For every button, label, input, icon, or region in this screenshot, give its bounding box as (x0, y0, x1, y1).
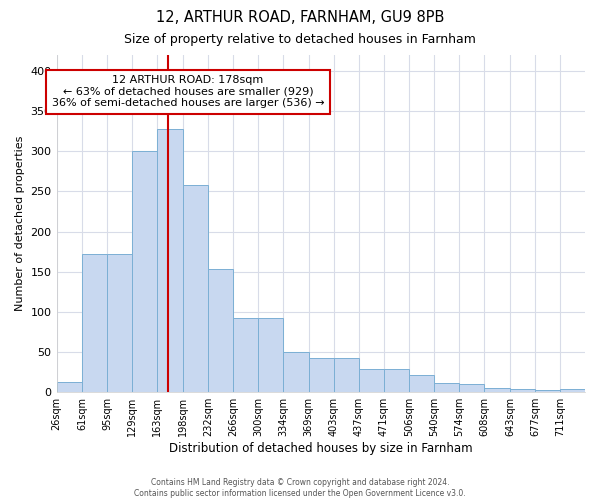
Bar (183, 185, 208, 392)
Bar (107, 254, 132, 392)
Bar (334, 358, 359, 392)
Bar (258, 318, 283, 392)
Bar (82, 254, 107, 392)
Bar (233, 318, 258, 392)
Bar (434, 382, 460, 392)
Bar (484, 388, 510, 392)
Bar (510, 389, 535, 392)
Bar (56, 382, 82, 392)
Text: Contains HM Land Registry data © Crown copyright and database right 2024.
Contai: Contains HM Land Registry data © Crown c… (134, 478, 466, 498)
Bar (283, 352, 308, 392)
Bar (157, 129, 183, 392)
Text: Size of property relative to detached houses in Farnham: Size of property relative to detached ho… (124, 32, 476, 46)
Text: 12 ARTHUR ROAD: 178sqm
← 63% of detached houses are smaller (929)
36% of semi-de: 12 ARTHUR ROAD: 178sqm ← 63% of detached… (52, 75, 325, 108)
Bar (208, 270, 233, 392)
Bar (383, 369, 409, 392)
X-axis label: Distribution of detached houses by size in Farnham: Distribution of detached houses by size … (169, 442, 473, 455)
Text: 12, ARTHUR ROAD, FARNHAM, GU9 8PB: 12, ARTHUR ROAD, FARNHAM, GU9 8PB (156, 10, 444, 25)
Y-axis label: Number of detached properties: Number of detached properties (15, 136, 25, 312)
Bar (308, 358, 334, 392)
Bar (132, 150, 157, 392)
Bar (409, 374, 434, 392)
Bar (359, 369, 383, 392)
Bar (560, 389, 585, 392)
Bar (535, 390, 560, 392)
Bar (460, 384, 484, 392)
